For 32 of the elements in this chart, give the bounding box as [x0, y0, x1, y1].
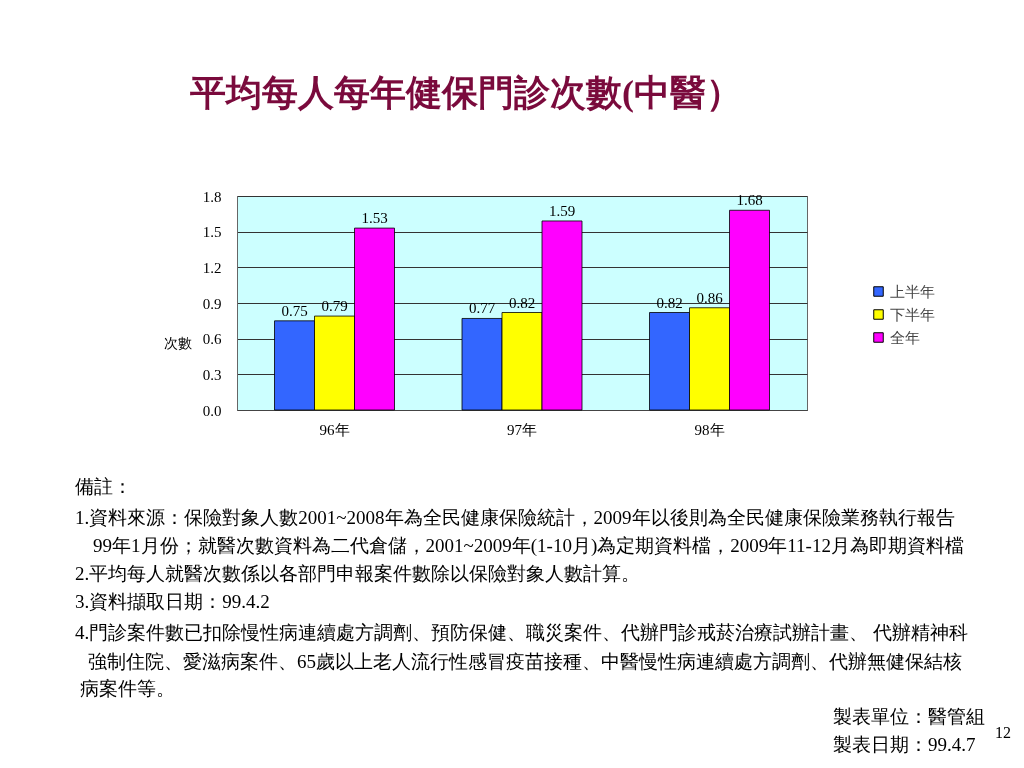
text: 3.資料擷取日期：99.4.2: [75, 591, 270, 612]
text: 製表日期：99.4.7: [833, 734, 976, 755]
text: 製表單位：醫管組: [833, 706, 985, 727]
data-label: 0.77: [468, 300, 496, 317]
x-tick-label: 98年: [694, 421, 725, 438]
y-tick-label: 0.6: [202, 331, 222, 348]
chart-title: 平均每人每年健保門診次數(中醫）: [190, 73, 742, 113]
data-label: 0.75: [281, 302, 308, 319]
data-label: 1.68: [736, 192, 763, 209]
text: 2.平均每人就醫次數係以各部門申報案件數除以保險對象人數計算。: [75, 563, 641, 584]
legend-label: 上半年: [890, 282, 935, 301]
y-tick-label: 1.2: [202, 259, 222, 276]
y-tick-label: 0.9: [202, 295, 222, 312]
text: 強制住院、愛滋病案件、65歲以上老人流行性感冒疫苗接種、中醫慢性病連續處方調劑、代辦無健保結核: [88, 651, 962, 672]
data-label: 1.53: [361, 210, 388, 227]
text: 4.門診案件數已扣除慢性病連續處方調劑、預防保健、職災案件、代辦門診戒菸治療試辦計畫、 代辦精神科: [75, 622, 968, 643]
text: 病案件等。: [80, 678, 175, 699]
y-tick-label: 0.3: [202, 366, 222, 383]
legend-label: 全年: [890, 328, 920, 347]
y-tick-label: 1.8: [202, 188, 222, 205]
y-tick-label: 0.0: [202, 402, 222, 419]
y-tick-label: 1.5: [202, 224, 222, 241]
legend-label: 下半年: [890, 305, 935, 324]
x-tick-label: 96年: [319, 421, 350, 438]
text: 1.資料來源：保險對象人數2001~2008年為全民健康保險統計，2009年以後則為全民健康保險業務執行報告: [75, 507, 955, 528]
data-label: 1.59: [548, 202, 576, 219]
text: 99年1月份；就醫次數資料為二代倉儲，2001~2009年(1-10月)為定期資料檔，2009年11-12月為即期資料檔: [93, 535, 964, 557]
data-label: 0.86: [696, 289, 724, 306]
text: 備註：: [75, 476, 132, 497]
x-tick-label: 97年: [507, 421, 537, 438]
y-axis-title: 次數: [163, 336, 192, 352]
text: 12: [995, 724, 1011, 741]
